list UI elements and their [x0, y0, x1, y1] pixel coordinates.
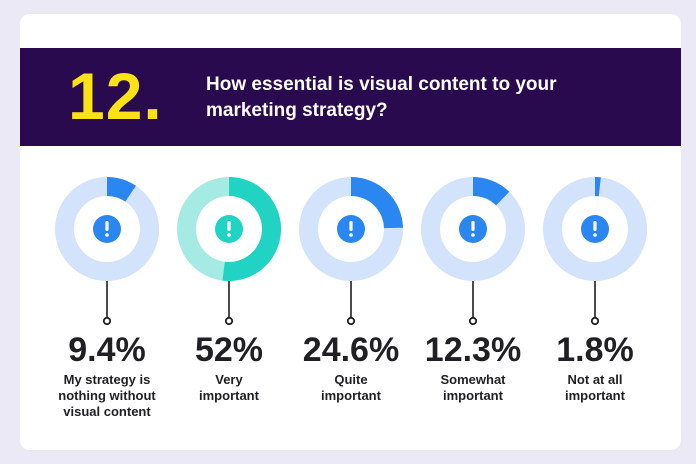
category-label: Somewhat important — [440, 372, 506, 403]
donut-slice — [107, 177, 136, 202]
donut-slice — [222, 177, 281, 281]
value-label: 52% — [194, 331, 264, 369]
exclamation-bar — [471, 221, 475, 231]
value-label: 1.8% — [556, 331, 634, 369]
donut-2 — [177, 176, 282, 326]
value-label: 12.3% — [424, 331, 522, 369]
exclamation-dot — [105, 233, 109, 237]
exclamation-dot — [593, 233, 597, 237]
exclamation-dot — [471, 233, 475, 237]
leader-dot — [346, 316, 356, 326]
infographic-card: 12. How essential is visual content to y… — [20, 14, 681, 450]
donut-slice — [351, 177, 403, 229]
exclamation-bar — [349, 221, 353, 231]
donut-track — [543, 176, 648, 281]
exclamation-bar — [593, 221, 597, 231]
exclamation-dot — [349, 233, 353, 237]
leader-dot — [102, 316, 112, 326]
exclamation-bar — [105, 221, 109, 231]
leader-dot — [590, 316, 600, 326]
question-banner: 12. How essential is visual content to y… — [20, 48, 681, 146]
value-label: 24.6% — [302, 331, 400, 369]
exclamation-bar — [227, 221, 231, 231]
leader-dot — [224, 316, 234, 326]
category-label: Very important — [199, 372, 259, 403]
leader-dot — [468, 316, 478, 326]
value-label: 9.4% — [68, 331, 146, 369]
donut-track — [55, 177, 160, 281]
category-label: Not at all important — [565, 372, 625, 403]
category-label: Quite important — [321, 372, 381, 403]
donut-1 — [55, 177, 160, 326]
donut-3 — [299, 177, 404, 326]
donut-5 — [543, 176, 648, 326]
donut-4 — [421, 177, 526, 326]
question-text: How essential is visual content to your … — [206, 74, 557, 121]
question-number: 12. — [68, 59, 163, 133]
donut-charts — [55, 176, 648, 326]
donut-slice — [473, 177, 510, 206]
exclamation-dot — [227, 233, 231, 237]
donut-track — [421, 177, 526, 281]
donut-slice — [595, 177, 601, 197]
category-label: My strategy is nothing without visual cont… — [58, 372, 156, 419]
